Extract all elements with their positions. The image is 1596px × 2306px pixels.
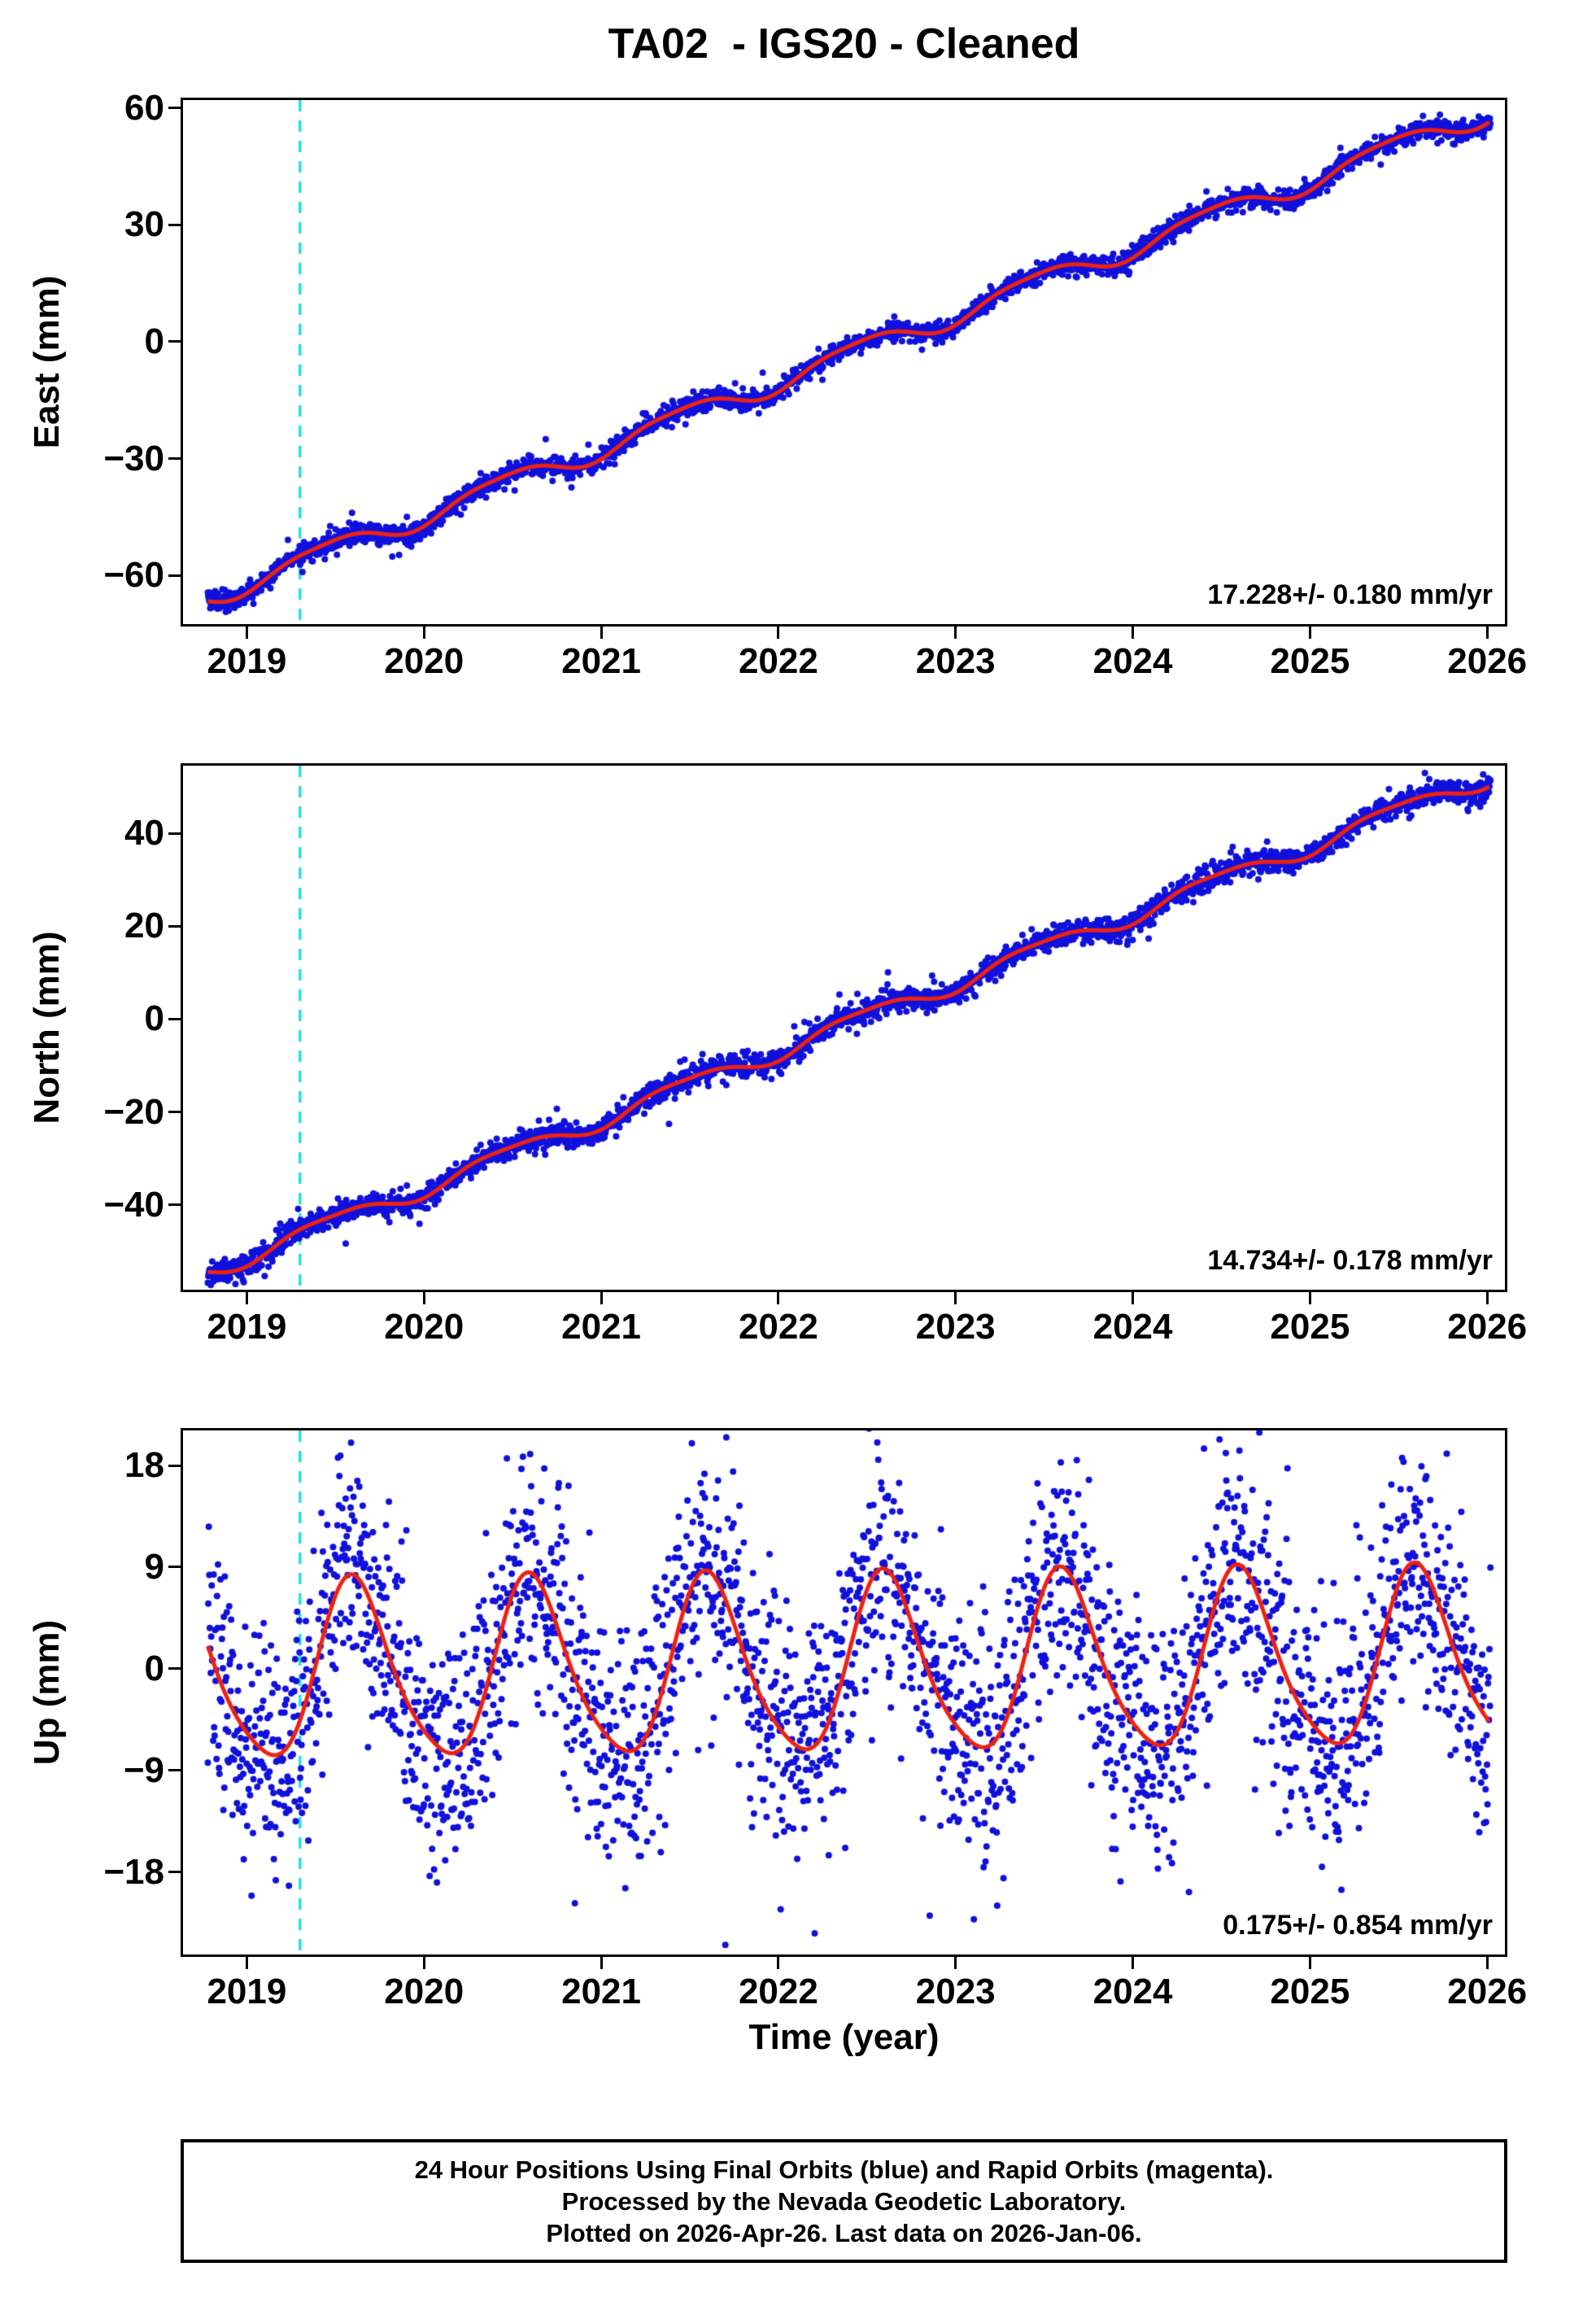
y-tick-label: 60 (124, 87, 164, 128)
up-scatter-canvas (183, 1430, 1505, 1954)
east-axis-label: East (mm) (27, 275, 67, 449)
x-tick-label: 2021 (561, 1972, 641, 2011)
y-tick-mark (168, 1566, 181, 1569)
y-tick-mark (168, 457, 181, 460)
x-tick-mark (600, 627, 603, 639)
x-tick-label: 2023 (915, 1972, 996, 2011)
x-tick-label: 2019 (207, 1307, 287, 1347)
x-tick-mark (422, 1957, 425, 1969)
x-tick-mark (1132, 627, 1135, 639)
x-tick-label: 2025 (1270, 641, 1350, 681)
y-tick-mark (168, 340, 181, 343)
y-tick-label: 0 (144, 1648, 164, 1688)
x-tick-label: 2020 (384, 641, 464, 681)
y-tick-mark (168, 107, 181, 110)
x-tick-mark (1308, 1957, 1311, 1969)
x-tick-label: 2021 (561, 641, 641, 681)
x-tick-mark (777, 1957, 780, 1969)
y-tick-label: 0 (144, 321, 164, 361)
y-tick-label: −20 (103, 1091, 164, 1132)
caption-line-2: Processed by the Nevada Geodetic Laborat… (561, 2186, 1127, 2216)
x-tick-mark (1308, 627, 1311, 639)
x-tick-label: 2025 (1270, 1972, 1350, 2011)
y-tick-mark (168, 1667, 181, 1671)
north-scatter-canvas (183, 766, 1505, 1290)
east-plot-frame (181, 98, 1507, 627)
y-tick-mark (168, 1871, 181, 1874)
east-rate-annotation: 17.228+/- 0.180 mm/yr (1207, 579, 1493, 610)
north-plot-frame (181, 763, 1507, 1292)
x-tick-label: 2019 (207, 641, 287, 681)
y-tick-mark (168, 1203, 181, 1207)
x-tick-label: 2023 (915, 1307, 996, 1347)
x-tick-mark (777, 627, 780, 639)
x-tick-label: 2022 (738, 641, 818, 681)
y-tick-mark (168, 1017, 181, 1020)
y-tick-mark (168, 832, 181, 835)
x-tick-mark (1485, 1292, 1489, 1304)
y-tick-mark (168, 1769, 181, 1772)
y-tick-mark (168, 924, 181, 928)
east-panel: East (mm) 17.228+/- 0.180 mm/yr 2019 2020… (0, 88, 1596, 773)
y-tick-label: 9 (144, 1546, 164, 1587)
y-tick-mark (168, 223, 181, 226)
north-panel: North (mm) 14.734+/- 0.178 mm/yr 2019 202… (0, 763, 1596, 1439)
x-tick-mark (600, 1292, 603, 1304)
x-tick-label: 2026 (1447, 1972, 1528, 2011)
y-tick-label: 40 (124, 813, 164, 854)
caption-box: 24 Hour Positions Using Final Orbits (bl… (181, 2139, 1507, 2263)
x-axis-label: Time (year) (748, 2017, 940, 2057)
x-tick-label: 2026 (1447, 641, 1528, 681)
x-tick-label: 2024 (1092, 641, 1173, 681)
x-tick-label: 2024 (1092, 1972, 1173, 2011)
y-tick-label: 0 (144, 998, 164, 1039)
y-tick-label: −9 (123, 1749, 164, 1790)
up-rate-annotation: 0.175+/- 0.854 mm/yr (1223, 1910, 1493, 1941)
x-tick-label: 2022 (738, 1972, 818, 2011)
x-tick-mark (1485, 627, 1489, 639)
x-tick-label: 2024 (1092, 1307, 1173, 1347)
y-tick-mark (168, 1111, 181, 1114)
y-tick-label: 20 (124, 906, 164, 946)
x-tick-mark (1132, 1957, 1135, 1969)
x-tick-mark (422, 1292, 425, 1304)
x-tick-label: 2021 (561, 1307, 641, 1347)
y-tick-label: −18 (103, 1851, 164, 1892)
x-tick-label: 2023 (915, 641, 996, 681)
y-tick-mark (168, 574, 181, 577)
y-tick-label: −30 (103, 438, 164, 478)
x-tick-mark (777, 1292, 780, 1304)
y-tick-label: −40 (103, 1184, 164, 1225)
x-tick-mark (1308, 1292, 1311, 1304)
y-tick-mark (168, 1464, 181, 1467)
y-tick-label: 30 (124, 204, 164, 245)
x-tick-mark (600, 1957, 603, 1969)
x-tick-label: 2019 (207, 1972, 287, 2011)
north-rate-annotation: 14.734+/- 0.178 mm/yr (1207, 1245, 1493, 1276)
up-plot-frame (181, 1428, 1507, 1957)
x-tick-mark (954, 1957, 957, 1969)
x-tick-label: 2026 (1447, 1307, 1528, 1347)
x-tick-mark (954, 1292, 957, 1304)
x-tick-label: 2020 (384, 1972, 464, 2011)
x-tick-mark (245, 627, 248, 639)
y-tick-label: 18 (124, 1445, 164, 1486)
x-tick-label: 2025 (1270, 1307, 1350, 1347)
x-tick-mark (245, 1957, 248, 1969)
x-tick-mark (245, 1292, 248, 1304)
up-panel: Up (mm) 0.175+/- 0.854 mm/yr Time (year)… (0, 1428, 1596, 2103)
x-tick-label: 2022 (738, 1307, 818, 1347)
page-title: TA02 - IGS20 - Cleaned (608, 20, 1080, 68)
up-axis-label: Up (mm) (27, 1619, 67, 1766)
y-tick-label: −60 (103, 555, 164, 596)
x-tick-mark (1485, 1957, 1489, 1969)
x-tick-mark (954, 627, 957, 639)
x-tick-label: 2020 (384, 1307, 464, 1347)
east-scatter-canvas (183, 100, 1505, 624)
caption-line-1: 24 Hour Positions Using Final Orbits (bl… (414, 2155, 1274, 2184)
caption-line-3: Plotted on 2026-Apr-26. Last data on 202… (546, 2218, 1142, 2247)
x-tick-mark (422, 627, 425, 639)
x-tick-mark (1132, 1292, 1135, 1304)
